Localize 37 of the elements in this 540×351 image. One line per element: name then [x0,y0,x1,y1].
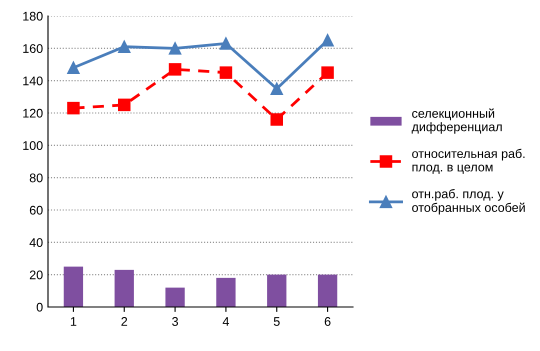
y-tick-label: 160 [23,44,43,53]
legend-label: относительная раб. плод. в целом [412,148,524,174]
x-tick-label: 5 [274,317,280,326]
bar [318,274,338,307]
x-tick-label: 1 [70,317,76,326]
bar [267,274,286,307]
point [168,63,182,76]
y-tick-label: 180 [23,12,43,21]
point [321,66,334,79]
bar [216,278,236,307]
point [118,40,130,53]
y-tick-label: 120 [23,108,43,118]
point [220,66,232,79]
x-tick-label: 4 [222,317,230,326]
y-tick-label: 40 [30,238,43,247]
point [118,98,130,112]
legend-label: отн.раб. плод. у отобранных особей [412,188,525,214]
point [168,42,182,55]
x-tick-label: 6 [324,317,331,326]
x-tick-label: 2 [121,317,128,326]
y-tick-label: 100 [23,141,43,150]
y-tick-label: 80 [30,173,43,182]
bar [165,288,185,307]
bar [64,266,84,307]
y-tick-label: 20 [30,270,43,280]
x-tick-label: 3 [172,317,178,326]
point [67,61,80,74]
y-tick-label: 0 [36,302,43,312]
y-tick-label: 60 [30,206,43,215]
point [67,102,80,114]
point [321,34,334,46]
point [220,37,232,50]
point [270,113,283,126]
legend-label: селекционный дифференциал [412,108,502,134]
point [270,82,283,95]
bar [114,270,134,307]
y-tick-label: 140 [23,76,43,86]
